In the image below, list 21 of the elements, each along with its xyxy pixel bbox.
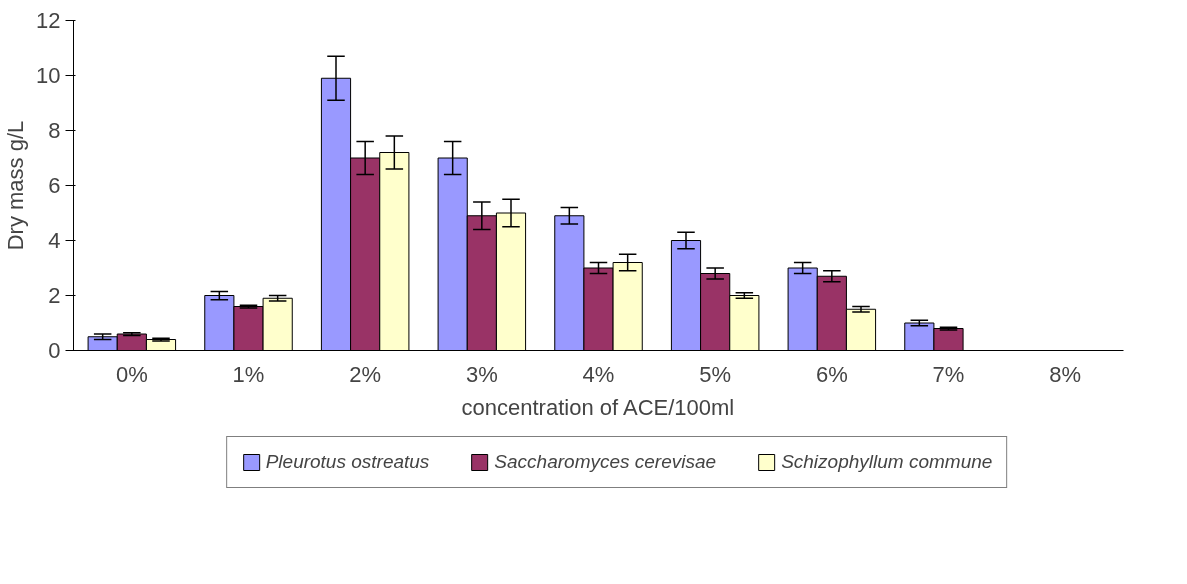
y-tick-label: 12	[36, 8, 61, 33]
y-tick-label: 10	[36, 63, 61, 88]
x-tick-label: 4%	[582, 361, 615, 387]
x-tick-label: 5%	[699, 361, 732, 387]
y-tick-label: 4	[48, 228, 61, 253]
legend-label: Pleurotus ostreatus	[265, 451, 430, 473]
y-tick-label: 0	[48, 338, 61, 363]
y-tick-label: 8	[48, 118, 61, 143]
x-axis-title: concentration of ACE/100ml	[461, 394, 735, 420]
legend-label: Schizophyllum commune	[781, 451, 993, 473]
x-tick-label: 0%	[115, 361, 148, 387]
legend-label: Saccharomyces cerevisae	[494, 451, 717, 473]
y-tick-label: 6	[48, 173, 61, 198]
x-tick-label: 1%	[232, 361, 265, 387]
y-tick-label: 2	[48, 283, 61, 308]
y-axis-title: Dry mass g/L	[3, 120, 29, 251]
x-tick-label: 7%	[932, 361, 965, 387]
x-tick-label: 3%	[465, 361, 498, 387]
x-tick-label: 2%	[349, 361, 382, 387]
x-tick-label: 6%	[815, 361, 848, 387]
x-tick-label: 8%	[1049, 361, 1082, 387]
